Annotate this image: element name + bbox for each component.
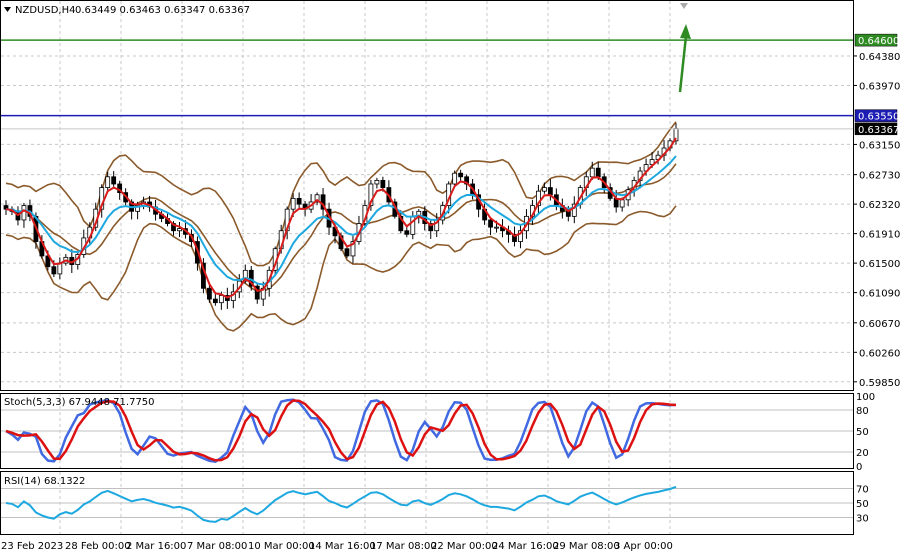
stoch-tick-label: 0: [856, 462, 862, 473]
price-tick-label: 0.63150: [859, 140, 900, 151]
candle-body: [619, 199, 625, 208]
rsi-tick-label: 70: [856, 485, 869, 496]
candle-body: [512, 233, 517, 242]
price-tick-label: 0.62320: [859, 200, 900, 211]
time-tick-label: 10 Mar 00:00: [248, 541, 315, 552]
stoch-tick-label: 50: [856, 427, 869, 438]
candle-body: [458, 172, 464, 178]
stoch-tick-label: 20: [856, 448, 869, 459]
stoch-main-line: [5, 398, 677, 464]
stoch-tick-label: 100: [856, 392, 875, 403]
candle-body: [595, 167, 601, 178]
resistance-tag: [854, 33, 898, 47]
candle-body: [290, 197, 296, 210]
candle-body: [21, 205, 27, 221]
candle-body: [177, 228, 182, 232]
time-tick-label: 24 Mar 16:00: [492, 541, 559, 552]
rsi-tick-label: 30: [856, 514, 869, 525]
main-panel-frame: [0, 0, 854, 391]
candle-body: [374, 179, 380, 185]
time-tick-label: 7 Mar 08:00: [187, 541, 247, 552]
candle-body: [368, 183, 374, 206]
resistance-label: 0.64600: [858, 36, 899, 47]
ema-fast-line: [5, 137, 677, 299]
candle-body: [296, 197, 302, 205]
price-tick-label: 0.61910: [859, 230, 900, 241]
axis-labels: 0.64380 0.63970 0.63150 0.62730 0.62320 0.619…: [1, 52, 900, 552]
price-tick-label: 0.61500: [859, 259, 900, 270]
stoch-label: Stoch(5,3,3) 67.9448 71.7750: [4, 397, 155, 408]
candle-body: [51, 266, 57, 275]
price-tick-label: 0.60260: [859, 348, 900, 359]
symbol-label: NZDUSD,H4: [15, 5, 75, 16]
price-tick-label: 0.62730: [859, 171, 900, 182]
symbol-menu-icon[interactable]: [4, 7, 11, 12]
price-tick-label: 0.64380: [859, 52, 900, 63]
candle-body: [494, 226, 499, 229]
candle-body: [254, 285, 260, 300]
time-tick-label: 3 Apr 00:00: [614, 541, 673, 552]
candle-body: [536, 190, 541, 206]
candle-body: [541, 187, 547, 192]
time-tick-label: 28 Feb 00:00: [65, 541, 131, 552]
candle-body: [344, 248, 350, 257]
up-arrow-icon: [678, 24, 691, 93]
price-tick-label: 0.61090: [859, 289, 900, 300]
candle-body: [57, 262, 63, 275]
candle-body: [212, 298, 218, 304]
stoch-signal-line: [5, 399, 677, 462]
candle-body: [314, 194, 320, 203]
candle-body: [218, 295, 224, 304]
rsi-tick-label: 50: [856, 499, 869, 510]
horizontal-levels[interactable]: 0.64600 0.63550 0.63367: [1, 33, 899, 136]
time-tick-label: 22 Mar 00:00: [431, 541, 498, 552]
stoch-lines: [1, 398, 853, 464]
price-tick-label: 0.60670: [859, 319, 900, 330]
candle-body: [380, 179, 386, 188]
candle-body: [452, 172, 458, 185]
candle-body: [488, 219, 493, 228]
bollinger-upper: [5, 121, 677, 267]
candle-body: [242, 269, 248, 282]
time-tick-label: 14 Mar 16:00: [309, 541, 376, 552]
rsi-label: RSI(14) 68.1322: [4, 476, 85, 487]
candle-body: [111, 176, 117, 185]
moving-averages: [5, 137, 677, 299]
candle-body: [206, 287, 212, 300]
time-tick-label: 2 Mar 16:00: [126, 541, 186, 552]
candle-body: [3, 205, 9, 210]
candle-body: [571, 203, 577, 217]
candle-body: [105, 176, 111, 188]
current-price-label: 0.63367: [858, 125, 899, 136]
rsi-line-path: [5, 485, 677, 523]
ohlc-label: 0.63449 0.63463 0.63347 0.63367: [75, 5, 250, 16]
chart-shift-icon[interactable]: [680, 3, 688, 9]
candle-body: [547, 187, 553, 196]
rsi-line: [1, 485, 853, 523]
pivot-label: 0.63550: [858, 112, 899, 123]
stoch-tick-label: 80: [856, 406, 869, 417]
candle-body: [589, 167, 595, 178]
time-tick-label: 23 Feb 2023: [1, 541, 63, 552]
time-tick-label: 17 Mar 08:00: [370, 541, 437, 552]
candle-body: [404, 230, 410, 235]
candle-body: [518, 230, 523, 242]
candle-body: [350, 241, 356, 257]
price-tick-label: 0.59850: [859, 378, 900, 389]
current-price-tag: [854, 122, 898, 136]
candle-body: [428, 223, 434, 232]
time-tick-label: 29 Mar 08:00: [553, 541, 620, 552]
pivot-tag: [854, 109, 898, 122]
price-tick-label: 0.63970: [859, 81, 900, 92]
